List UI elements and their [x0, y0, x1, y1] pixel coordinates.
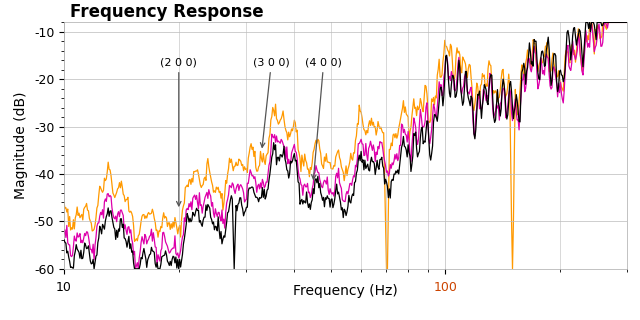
- X-axis label: Frequency (Hz): Frequency (Hz): [293, 284, 398, 298]
- Text: 100: 100: [433, 281, 457, 294]
- Text: (2 0 0): (2 0 0): [161, 57, 197, 206]
- Text: Frequency Response: Frequency Response: [70, 3, 263, 21]
- Text: 10: 10: [56, 281, 72, 294]
- Text: (3 0 0): (3 0 0): [253, 57, 290, 147]
- Text: (4 0 0): (4 0 0): [305, 57, 342, 179]
- Y-axis label: Magnitude (dB): Magnitude (dB): [14, 92, 28, 199]
